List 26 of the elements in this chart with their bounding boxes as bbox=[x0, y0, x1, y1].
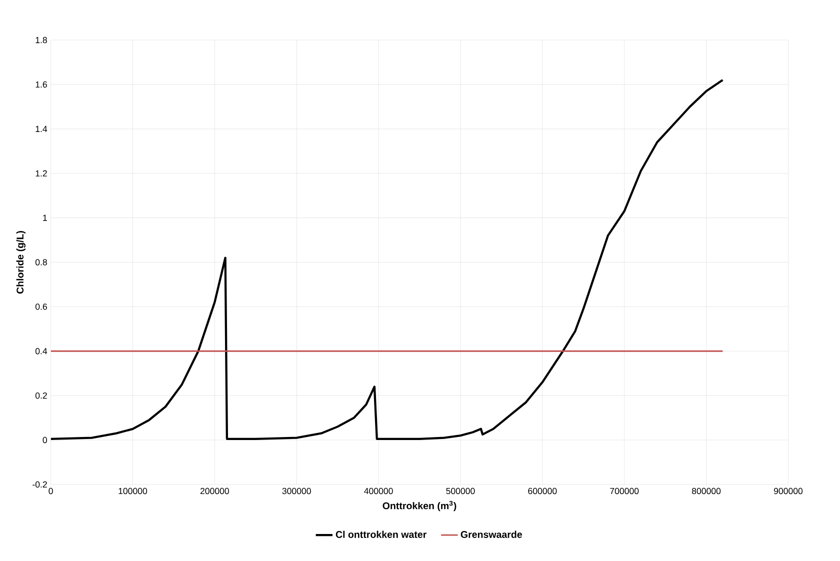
x-tick-label: 800000 bbox=[692, 488, 721, 494]
y-tick-label: 0 bbox=[42, 437, 48, 444]
y-tick-label: 1.4 bbox=[36, 126, 48, 132]
x-tick-label: 0 bbox=[48, 488, 53, 494]
x-tick-label: 400000 bbox=[364, 488, 393, 494]
x-tick-label: 700000 bbox=[610, 488, 639, 494]
x-axis-title: Onttrokken (m$^{3}$) bbox=[382, 501, 456, 512]
line-series bbox=[50, 79, 724, 440]
y-tick-label: 0.4 bbox=[35, 348, 48, 354]
y-tick-label: 1.8 bbox=[36, 37, 47, 44]
x-tick-label: 300000 bbox=[282, 488, 311, 494]
y-tick-label: 0.8 bbox=[35, 259, 47, 266]
legend-label: Grenswaarde bbox=[460, 530, 522, 538]
y-tick-label: 1.6 bbox=[36, 82, 47, 88]
y-tick-label: 0.2 bbox=[35, 392, 47, 399]
x-tick-label: 200000 bbox=[200, 488, 229, 494]
x-tick-label: 900000 bbox=[774, 488, 803, 494]
y-tick-label: 1.2 bbox=[36, 170, 47, 177]
y-tick-label: 1 bbox=[43, 214, 47, 222]
y-tick-label: -0.2 bbox=[32, 482, 47, 488]
x-tick-label: 600000 bbox=[528, 488, 557, 494]
x-tick-label: 500000 bbox=[446, 488, 475, 494]
x-tick-label: 100000 bbox=[118, 488, 148, 494]
legend-label: Cl onttrokken water bbox=[336, 530, 427, 538]
y-tick-label: 0.6 bbox=[35, 304, 47, 310]
y-axis-title: Chloride (g/L) bbox=[16, 231, 26, 294]
